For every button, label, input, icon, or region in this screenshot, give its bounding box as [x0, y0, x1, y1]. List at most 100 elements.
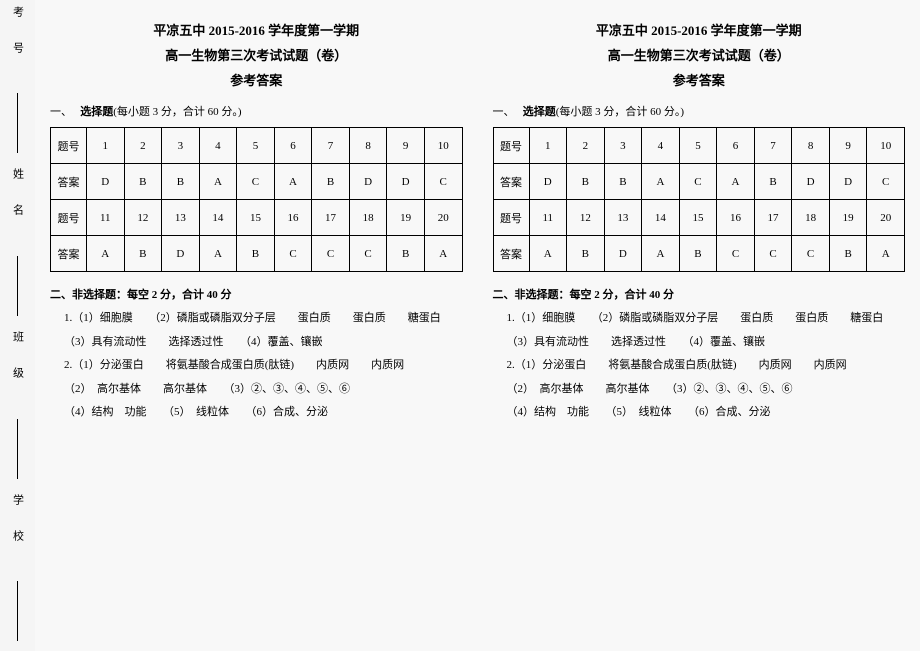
- th-answer: 答案: [51, 164, 87, 200]
- cell: B: [237, 236, 275, 272]
- cell: 16: [274, 200, 312, 236]
- margin-label-school: 学校: [10, 494, 26, 566]
- answer-table: 题号 1 2 3 4 5 6 7 8 9 10 答案 D B B A C A B: [50, 127, 463, 272]
- cell: A: [424, 236, 462, 272]
- cell: A: [642, 164, 680, 200]
- table-row: 题号 1 2 3 4 5 6 7 8 9 10: [493, 128, 905, 164]
- cell: 16: [717, 200, 755, 236]
- cell: 17: [312, 200, 350, 236]
- cell: B: [124, 164, 162, 200]
- free-answer-line: 2.（1）分泌蛋白 将氨基酸合成蛋白质(肽链) 内质网 内质网: [78, 357, 463, 375]
- cell: 3: [604, 128, 642, 164]
- cell: 11: [87, 200, 125, 236]
- cell: 9: [387, 128, 425, 164]
- cell: B: [604, 164, 642, 200]
- cell: 1: [87, 128, 125, 164]
- free-answer-line: （4）结构 功能 （5） 线粒体 （6）合成、分泌: [78, 404, 463, 422]
- cell: D: [529, 164, 567, 200]
- cell: C: [237, 164, 275, 200]
- cell: 5: [237, 128, 275, 164]
- section1-heading: 一、 选择题(每小题 3 分，合计 60 分。): [493, 103, 906, 119]
- cell: B: [679, 236, 717, 272]
- table-row: 题号 11 12 13 14 15 16 17 18 19 20: [493, 200, 905, 236]
- cell: 18: [792, 200, 830, 236]
- table-row: 答案 A B D A B C C C B A: [51, 236, 463, 272]
- cell: B: [567, 164, 605, 200]
- cell: A: [199, 164, 237, 200]
- cell: A: [867, 236, 905, 272]
- cell: B: [162, 164, 200, 200]
- table-row: 答案 D B B A C A B D D C: [493, 164, 905, 200]
- cell: 15: [679, 200, 717, 236]
- page-right: 平凉五中 2015-2016 学年度第一学期 高一生物第三次考试试题（卷） 参考…: [478, 0, 920, 651]
- free-answer-line: 1.（1）细胞膜 （2）磷脂或磷脂双分子层 蛋白质 蛋白质 糖蛋白: [78, 310, 463, 328]
- cell: 3: [162, 128, 200, 164]
- th-answer: 答案: [51, 236, 87, 272]
- cell: C: [867, 164, 905, 200]
- cell: B: [829, 236, 867, 272]
- margin-label-exam-id: 考号: [10, 6, 26, 78]
- cell: C: [349, 236, 387, 272]
- cell: 20: [424, 200, 462, 236]
- cell: 2: [567, 128, 605, 164]
- cell: 15: [237, 200, 275, 236]
- cell: 14: [199, 200, 237, 236]
- cell: A: [717, 164, 755, 200]
- margin-line: [17, 93, 18, 153]
- cell: B: [387, 236, 425, 272]
- th-answer: 答案: [493, 164, 529, 200]
- cell: D: [792, 164, 830, 200]
- section1-note: (每小题 3 分，合计 60 分。): [113, 106, 241, 118]
- cell: B: [312, 164, 350, 200]
- cell: 8: [349, 128, 387, 164]
- cell: 7: [754, 128, 792, 164]
- margin-line: [17, 581, 18, 641]
- cell: A: [642, 236, 680, 272]
- cell: 8: [792, 128, 830, 164]
- cell: 7: [312, 128, 350, 164]
- free-answer-line: （2） 高尔基体 高尔基体 （3）②、③、④、⑤、⑥: [521, 381, 906, 399]
- answer-key-heading: 参考答案: [50, 70, 463, 89]
- cell: 6: [717, 128, 755, 164]
- free-answer-line: 2.（1）分泌蛋白 将氨基酸合成蛋白质(肽链) 内质网 内质网: [521, 357, 906, 375]
- doc-title: 平凉五中 2015-2016 学年度第一学期: [493, 20, 906, 39]
- cell: 13: [604, 200, 642, 236]
- free-answer-line: （2） 高尔基体 高尔基体 （3）②、③、④、⑤、⑥: [78, 381, 463, 399]
- th-number: 题号: [493, 128, 529, 164]
- cell: A: [199, 236, 237, 272]
- free-answer-line: （4）结构 功能 （5） 线粒体 （6）合成、分泌: [521, 404, 906, 422]
- table-row: 答案 D B B A C A B D D C: [51, 164, 463, 200]
- cell: B: [124, 236, 162, 272]
- free-answer-line: （3）具有流动性 选择透过性 （4）覆盖、镶嵌: [521, 334, 906, 352]
- cell: D: [162, 236, 200, 272]
- cell: 13: [162, 200, 200, 236]
- section1-index: 一、: [50, 106, 72, 118]
- cell: A: [87, 236, 125, 272]
- doc-subtitle: 高一生物第三次考试试题（卷）: [493, 45, 906, 64]
- cell: C: [717, 236, 755, 272]
- cell: 12: [567, 200, 605, 236]
- cell: 12: [124, 200, 162, 236]
- cell: 4: [642, 128, 680, 164]
- cell: 20: [867, 200, 905, 236]
- cell: 5: [679, 128, 717, 164]
- cell: D: [387, 164, 425, 200]
- table-row: 题号 11 12 13 14 15 16 17 18 19 20: [51, 200, 463, 236]
- margin-line: [17, 419, 18, 479]
- cell: 18: [349, 200, 387, 236]
- cell: 19: [387, 200, 425, 236]
- answer-key-heading: 参考答案: [493, 70, 906, 89]
- section1-heading: 一、 选择题(每小题 3 分，合计 60 分。): [50, 103, 463, 119]
- cell: D: [604, 236, 642, 272]
- free-answer-line: （3）具有流动性 选择透过性 （4）覆盖、镶嵌: [78, 334, 463, 352]
- cell: D: [349, 164, 387, 200]
- th-number: 题号: [493, 200, 529, 236]
- margin-label-name: 姓名: [10, 168, 26, 240]
- cell: C: [274, 236, 312, 272]
- cell: C: [312, 236, 350, 272]
- table-row: 答案 A B D A B C C C B A: [493, 236, 905, 272]
- cell: C: [424, 164, 462, 200]
- table-row: 题号 1 2 3 4 5 6 7 8 9 10: [51, 128, 463, 164]
- cell: A: [274, 164, 312, 200]
- cell: 17: [754, 200, 792, 236]
